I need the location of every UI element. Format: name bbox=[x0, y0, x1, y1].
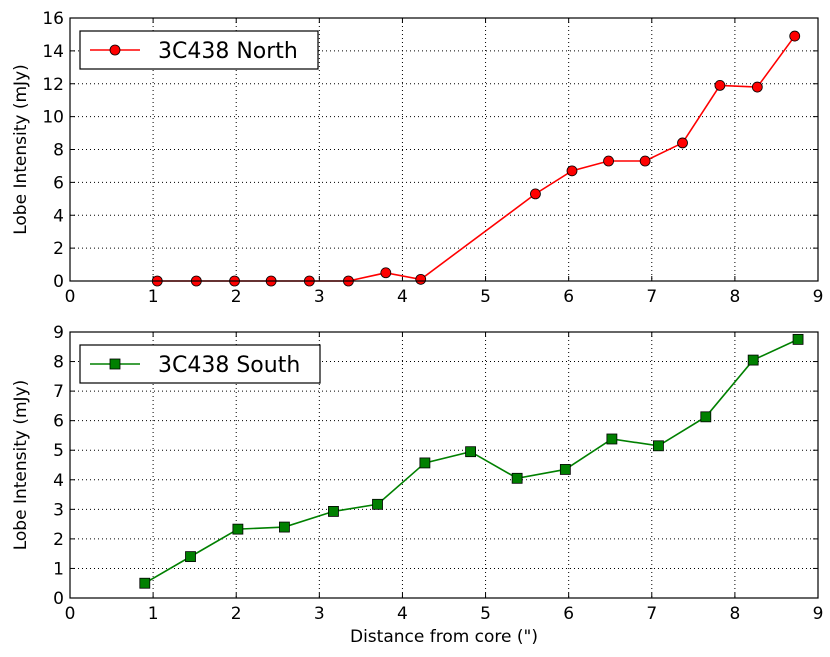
data-point bbox=[751, 81, 763, 93]
x-tick-label: 7 bbox=[646, 287, 657, 307]
y-tick-label: 2 bbox=[53, 239, 64, 259]
x-tick-label: 1 bbox=[148, 287, 159, 307]
legend-marker bbox=[109, 358, 121, 370]
y-tick-label: 4 bbox=[53, 471, 64, 491]
data-point bbox=[511, 472, 523, 484]
y-tick-label: 8 bbox=[53, 353, 64, 373]
y-tick-label: 8 bbox=[53, 141, 64, 161]
data-point bbox=[700, 411, 712, 423]
x-tick-label: 7 bbox=[646, 604, 657, 624]
y-tick-label: 16 bbox=[42, 9, 64, 29]
x-tick-label: 1 bbox=[148, 604, 159, 624]
data-point bbox=[714, 79, 726, 91]
legend-label: 3C438 North bbox=[158, 39, 298, 64]
y-tick-label: 6 bbox=[53, 173, 64, 193]
x-tick-label: 9 bbox=[813, 287, 824, 307]
x-tick-label: 5 bbox=[480, 287, 491, 307]
data-point bbox=[232, 523, 244, 535]
y-tick-label: 3 bbox=[53, 500, 64, 520]
legend: 3C438 South bbox=[79, 344, 321, 384]
data-point bbox=[747, 354, 759, 366]
x-tick-label: 6 bbox=[563, 287, 574, 307]
data-point bbox=[639, 155, 651, 167]
plot-frame bbox=[69, 17, 819, 282]
data-point bbox=[465, 446, 476, 458]
data-point bbox=[185, 551, 196, 563]
y-tick-label: 6 bbox=[53, 412, 64, 432]
data-point bbox=[789, 30, 801, 42]
y-tick-label: 0 bbox=[53, 272, 64, 292]
x-tick-label: 4 bbox=[397, 604, 408, 624]
x-tick-label: 0 bbox=[65, 604, 76, 624]
y-axis-label: Lobe Intensity (mJy) bbox=[11, 380, 31, 551]
data-point bbox=[380, 267, 392, 279]
x-tick-label: 0 bbox=[65, 287, 76, 307]
x-tick-label: 8 bbox=[729, 287, 740, 307]
data-point bbox=[372, 498, 383, 510]
data-point bbox=[677, 137, 688, 149]
plot-frame bbox=[69, 331, 819, 599]
y-tick-label: 5 bbox=[53, 441, 64, 461]
data-point bbox=[419, 457, 431, 469]
y-tick-label: 2 bbox=[53, 530, 64, 550]
series-line bbox=[157, 35, 796, 282]
y-axis-label: Lobe Intensity (mJy) bbox=[11, 64, 31, 235]
x-tick-label: 2 bbox=[231, 604, 242, 624]
y-tick-label: 12 bbox=[42, 75, 64, 95]
y-tick-label: 4 bbox=[53, 206, 64, 226]
data-point bbox=[792, 333, 804, 345]
y-tick-label: 7 bbox=[53, 382, 64, 402]
data-point bbox=[530, 188, 541, 200]
legend: 3C438 North bbox=[79, 30, 319, 70]
chart-panel-2: 0 1 2 3 4 5 6 7 8 9 0 1 2 3 4 5 6 7 8 9 Lobe Intensity (mJy)… bbox=[11, 323, 823, 647]
legend-marker bbox=[109, 44, 121, 56]
data-point bbox=[653, 440, 664, 452]
data-point bbox=[566, 165, 578, 177]
y-tick-label: 0 bbox=[53, 589, 64, 609]
data-point bbox=[328, 506, 339, 517]
x-tick-label: 5 bbox=[480, 604, 491, 624]
y-tick-label: 1 bbox=[53, 559, 64, 579]
data-point bbox=[559, 464, 571, 475]
data-point bbox=[606, 433, 618, 445]
data-point bbox=[279, 521, 290, 533]
y-tick-label: 14 bbox=[42, 42, 64, 62]
x-tick-label: 9 bbox=[813, 604, 824, 624]
x-tick-label: 3 bbox=[314, 604, 325, 624]
x-tick-label: 2 bbox=[231, 287, 242, 307]
data-point bbox=[139, 577, 151, 589]
y-tick-label: 9 bbox=[53, 323, 64, 343]
y-tick-label: 10 bbox=[42, 108, 64, 128]
x-tick-label: 4 bbox=[397, 287, 408, 307]
legend-label: 3C438 South bbox=[158, 353, 300, 378]
x-tick-label: 3 bbox=[314, 287, 325, 307]
data-point bbox=[603, 155, 614, 167]
data-point bbox=[415, 273, 427, 285]
x-tick-label: 8 bbox=[729, 604, 740, 624]
x-axis-label: Distance from core (") bbox=[350, 627, 538, 647]
x-tick-label: 6 bbox=[563, 604, 574, 624]
